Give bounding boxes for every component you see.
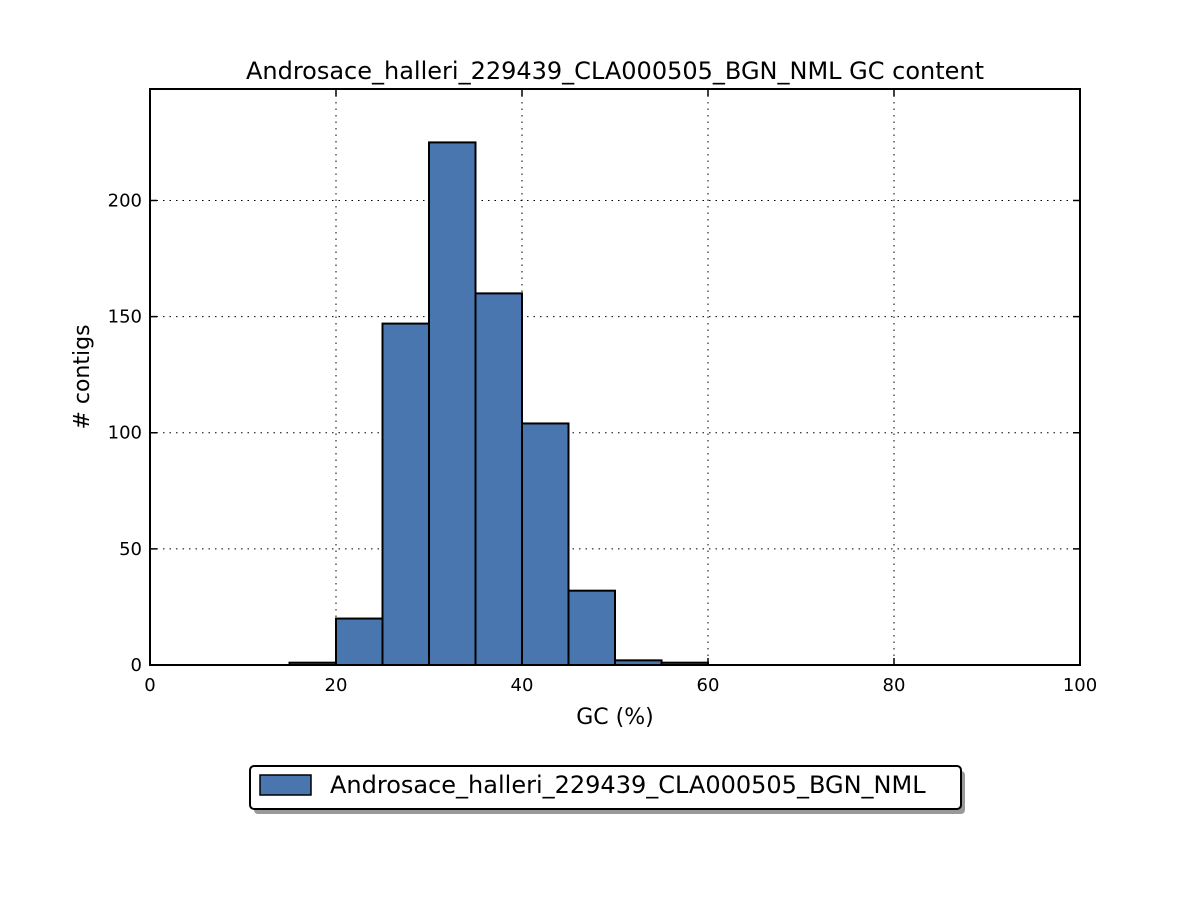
y-tick-label: 0 — [131, 655, 142, 676]
y-tick-label: 50 — [119, 539, 142, 560]
x-axis-label: GC (%) — [576, 705, 653, 730]
x-tick-label: 60 — [697, 675, 720, 696]
x-tick-label: 40 — [511, 675, 534, 696]
x-tick-label: 100 — [1063, 675, 1097, 696]
histogram-bar — [336, 619, 383, 665]
histogram-bar — [429, 142, 476, 665]
histogram-bar — [569, 591, 616, 665]
chart-title: Androsace_halleri_229439_CLA000505_BGN_N… — [246, 57, 984, 85]
y-tick-label: 150 — [108, 307, 142, 328]
histogram-bar — [522, 423, 569, 665]
histogram-bar — [476, 293, 523, 665]
legend-label: Androsace_halleri_229439_CLA000505_BGN_N… — [330, 771, 926, 799]
x-tick-label: 0 — [144, 675, 155, 696]
y-tick-label: 200 — [108, 190, 142, 211]
x-tick-label: 20 — [325, 675, 348, 696]
y-tick-label: 100 — [108, 423, 142, 444]
y-axis-label: # contigs — [70, 324, 95, 429]
x-tick-label: 80 — [883, 675, 906, 696]
legend: Androsace_halleri_229439_CLA000505_BGN_N… — [250, 766, 965, 814]
legend-swatch — [260, 775, 311, 795]
histogram-bar — [383, 324, 430, 665]
